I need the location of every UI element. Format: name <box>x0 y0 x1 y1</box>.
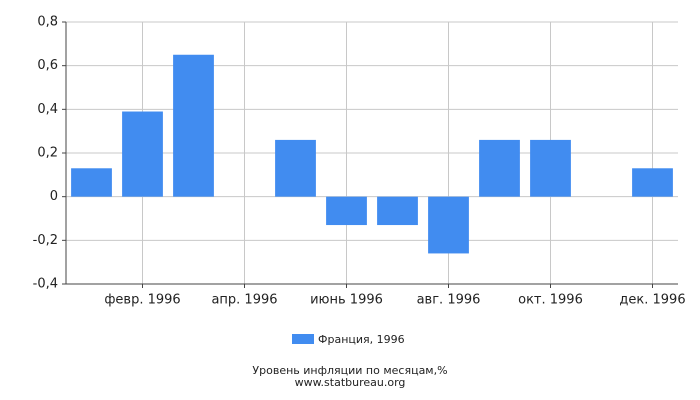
y-tick-label: 0,8 <box>37 15 58 30</box>
bar <box>326 196 367 226</box>
bar <box>632 168 673 197</box>
legend-swatch <box>292 334 314 344</box>
bar <box>275 139 316 197</box>
x-tick-label: окт. 1996 <box>518 293 583 308</box>
y-tick-label: -0,4 <box>33 277 58 292</box>
y-tick-label: 0 <box>50 189 58 204</box>
legend-label: Франция, 1996 <box>318 333 405 346</box>
x-tick-label: июнь 1996 <box>310 293 383 308</box>
y-tick-label: 0,6 <box>37 58 58 73</box>
bar <box>377 196 418 226</box>
bar <box>530 139 571 197</box>
bar <box>173 54 214 197</box>
bar <box>479 139 520 197</box>
bar <box>122 111 163 197</box>
x-tick-label: февр. 1996 <box>104 293 180 308</box>
y-tick-label: 0,2 <box>37 146 58 161</box>
x-tick-label: дек. 1996 <box>619 293 685 308</box>
bar <box>71 168 112 197</box>
source: www.statbureau.org <box>295 376 406 389</box>
x-tick-label: апр. 1996 <box>211 293 277 308</box>
y-tick-label: -0,2 <box>33 233 58 248</box>
chart-title: Уровень инфляции по месяцам,% <box>252 364 447 377</box>
x-tick-label: авг. 1996 <box>417 293 481 308</box>
bar <box>428 196 469 254</box>
y-tick-label: 0,4 <box>37 102 58 117</box>
